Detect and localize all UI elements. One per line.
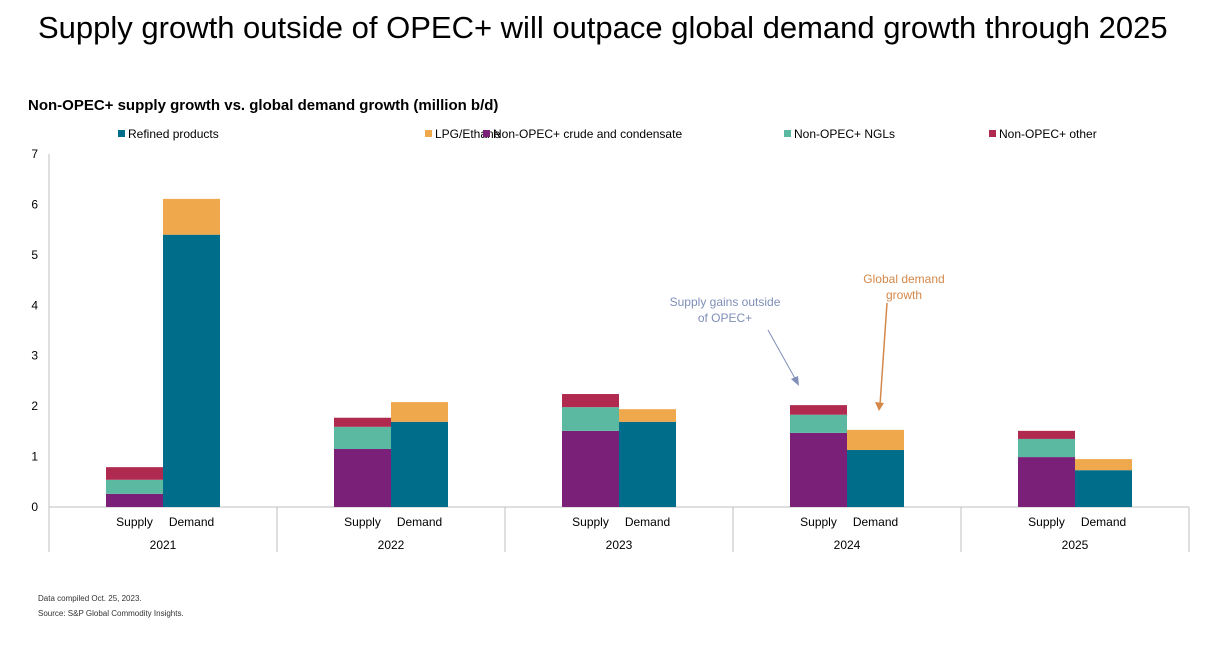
arrowhead-icon (791, 376, 799, 386)
bar-segment (334, 417, 391, 427)
legend-swatch (483, 130, 490, 137)
bar-segment (106, 493, 163, 507)
bar-segment (790, 432, 847, 507)
bar-label: Supply (116, 515, 153, 529)
bar-segment (163, 198, 220, 235)
legend-swatch (118, 130, 125, 137)
bar-segment (1075, 470, 1132, 507)
y-tick-label: 5 (31, 248, 38, 262)
chart-title: Non-OPEC+ supply growth vs. global deman… (28, 97, 499, 114)
note-compiled: Data compiled Oct. 25, 2023. (38, 594, 142, 603)
y-tick-label: 7 (31, 147, 38, 161)
annotation-text: Supply gains outside (670, 295, 781, 309)
bar-segment (1075, 459, 1132, 471)
group-label: 2024 (834, 538, 861, 552)
y-tick-label: 0 (31, 500, 38, 514)
annotation-text: Global demand (863, 272, 944, 286)
bar-label: Supply (1028, 515, 1065, 529)
bar-segment (847, 450, 904, 507)
bar-label: Supply (344, 515, 381, 529)
y-tick-label: 3 (31, 349, 38, 363)
legend-swatch (425, 130, 432, 137)
bar-label: Demand (625, 515, 670, 529)
legend-label: Refined products (128, 127, 219, 141)
annotation-text: of OPEC+ (698, 311, 752, 325)
bar-segment (106, 479, 163, 494)
group-label: 2025 (1062, 538, 1089, 552)
bar-segment (1018, 438, 1075, 458)
bar-segment (391, 421, 448, 507)
bar-segment (1018, 457, 1075, 507)
bar-label: Supply (800, 515, 837, 529)
y-tick-label: 6 (31, 197, 38, 211)
legend-label: Non-OPEC+ other (999, 127, 1097, 141)
bar-label: Supply (572, 515, 609, 529)
bar-segment (562, 394, 619, 408)
bar-segment (562, 430, 619, 507)
bar-segment (562, 407, 619, 431)
bar-segment (334, 449, 391, 507)
bar-segment (106, 467, 163, 480)
bar-label: Demand (1081, 515, 1126, 529)
bar-segment (847, 429, 904, 451)
bar-label: Demand (397, 515, 442, 529)
y-tick-label: 2 (31, 399, 38, 413)
bar-segment (619, 409, 676, 422)
annotation-text: growth (886, 288, 922, 302)
bar-label: Demand (169, 515, 214, 529)
bar-segment (790, 414, 847, 433)
bar-segment (334, 426, 391, 450)
arrowhead-icon (875, 402, 884, 411)
legend-swatch (989, 130, 996, 137)
y-tick-label: 4 (31, 298, 38, 312)
bar-segment (163, 234, 220, 507)
legend-label: Non-OPEC+ crude and condensate (493, 127, 682, 141)
legend-swatch (784, 130, 791, 137)
page-title: Supply growth outside of OPEC+ will outp… (38, 10, 1168, 45)
note-source: Source: S&P Global Commodity Insights. (38, 609, 184, 618)
annotation-arrow (879, 302, 888, 406)
bar-segment (391, 402, 448, 422)
group-label: 2023 (606, 538, 633, 552)
bar-label: Demand (853, 515, 898, 529)
bar-segment (619, 421, 676, 507)
y-tick-label: 1 (31, 450, 38, 464)
group-label: 2021 (150, 538, 177, 552)
bar-segment (1018, 430, 1075, 439)
group-label: 2022 (378, 538, 405, 552)
legend-label: LPG/Ethane (435, 127, 501, 141)
bar-segment (790, 405, 847, 415)
legend-label: Non-OPEC+ NGLs (794, 127, 895, 141)
annotation-arrow (767, 329, 798, 383)
